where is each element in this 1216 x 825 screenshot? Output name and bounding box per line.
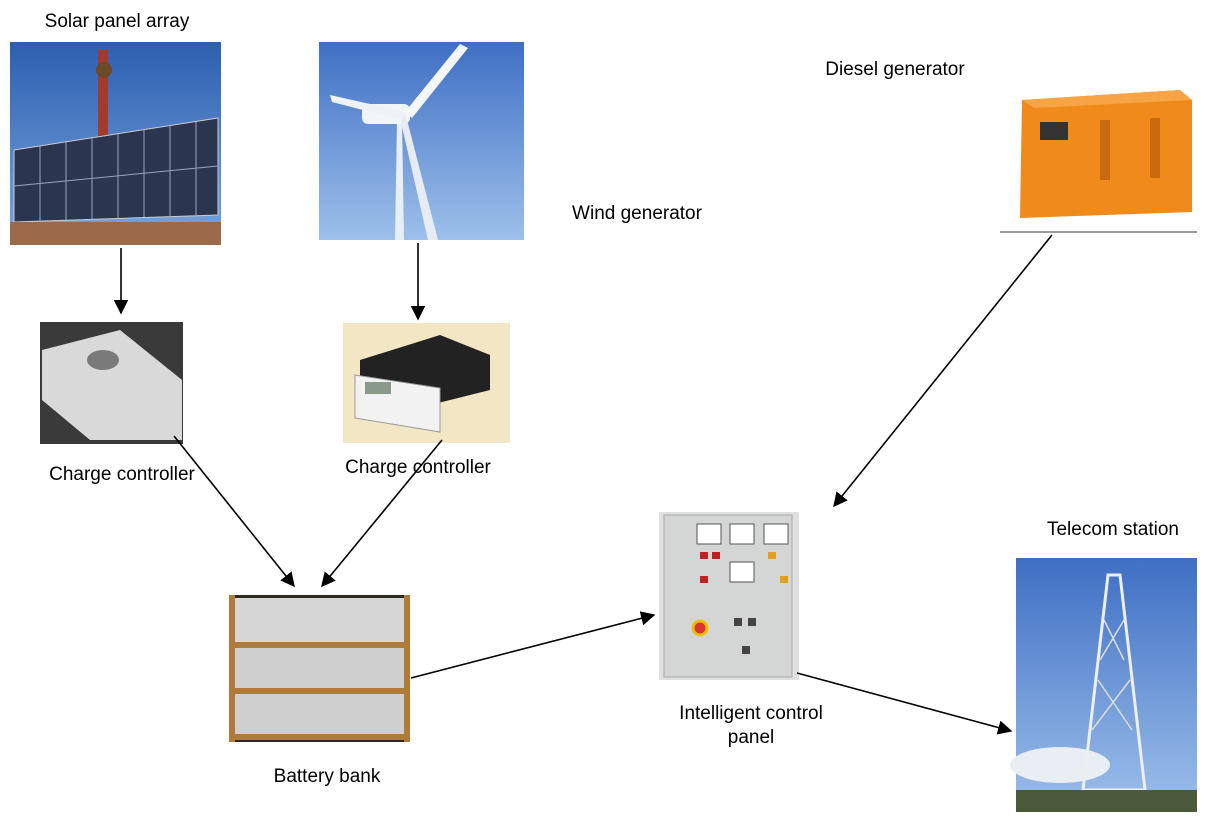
charge-controller-2-image [343, 323, 510, 443]
diagram: Solar panel array Wind generator Diesel … [0, 0, 1216, 825]
wind-image [319, 42, 524, 240]
charge-controller-1-image [40, 322, 183, 444]
node-label: Intelligent control [679, 703, 823, 724]
page: {"nodes": [ {"id": "solar", "label": "So… [0, 0, 1216, 825]
node-label: Diesel generator [825, 59, 965, 80]
arrow [834, 235, 1052, 506]
arrow [797, 673, 1011, 731]
arrow [174, 436, 294, 586]
diesel-image [1000, 82, 1197, 232]
battery-image [229, 595, 410, 742]
node-label: Charge controller [345, 457, 491, 478]
solar-image [10, 42, 221, 245]
arrow [411, 615, 654, 678]
node-label: panel [728, 727, 775, 748]
node-label: Solar panel array [45, 11, 190, 32]
node-label: Battery bank [274, 766, 381, 787]
node-label: Charge controller [49, 464, 195, 485]
telecom-image [1010, 558, 1197, 812]
node-label: Wind generator [572, 203, 703, 224]
node-label: Telecom station [1047, 519, 1179, 540]
control-panel-image [659, 512, 799, 680]
